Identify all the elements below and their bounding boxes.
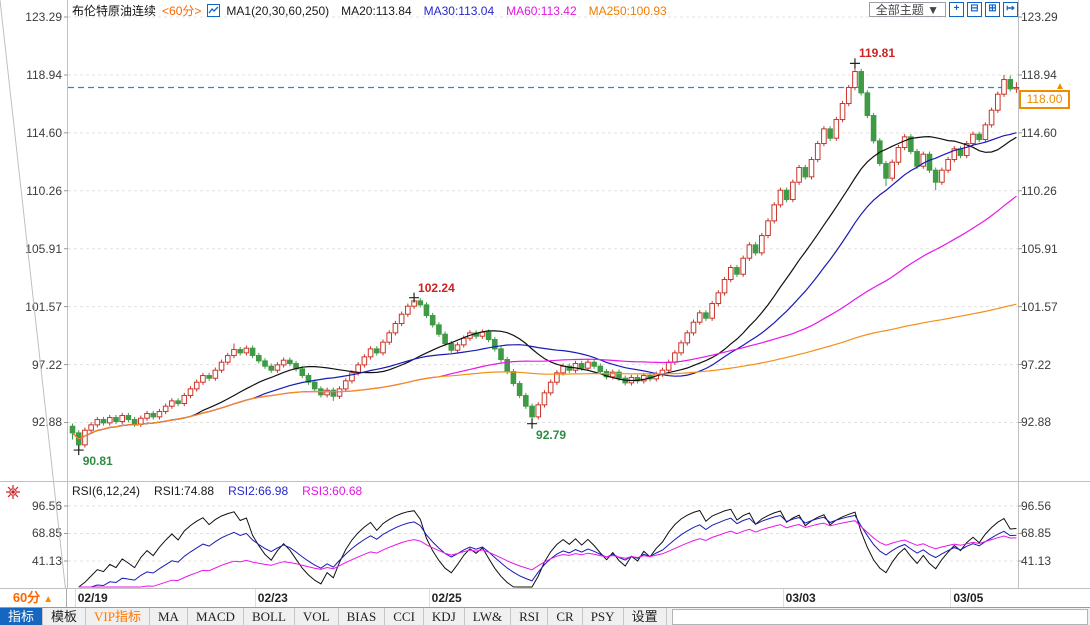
tab-templates[interactable]: 模板 — [43, 608, 87, 625]
period-selector-label: 60分 — [12, 590, 41, 605]
rsi1-value: RSI1:74.88 — [154, 484, 215, 498]
y-axis-label: 110.26 — [26, 183, 62, 198]
date-label: 02/25 — [431, 591, 462, 605]
y-axis-label: 97.22 — [31, 357, 62, 372]
ma-param-label: MA1(20,30,60,250) — [226, 3, 330, 18]
tab-cci[interactable]: CCI — [385, 608, 424, 625]
time-axis: 60分 ▲ 02/19 02/23 02/25 03/03 03/05 — [0, 589, 1090, 607]
date-tick — [782, 589, 784, 607]
y-axis-label: 92.88 — [31, 415, 62, 430]
y-axis-label: 118.94 — [26, 68, 62, 82]
y-axis-label: 41.13 — [31, 554, 62, 568]
date-tick — [428, 589, 430, 607]
chart-controls: 全部主题 ▼ + ⊟ ⊞ ↦ — [868, 2, 1018, 17]
tab-boll[interactable]: BOLL — [244, 608, 295, 625]
period-selector[interactable]: 60分 ▲ — [0, 589, 67, 607]
price-annotation: 102.24 — [418, 280, 455, 295]
chart-header: 布伦特原油连续 <60分> MA1(20,30,60,250) MA20:113.… — [72, 2, 667, 19]
y-axis-label: 114.60 — [1021, 125, 1057, 140]
rsi3-value: RSI3:60.68 — [302, 484, 363, 498]
tab-bias[interactable]: BIAS — [339, 608, 386, 625]
period-selector-arrow-icon: ▲ — [43, 594, 54, 605]
y-axis-label: 114.60 — [26, 125, 62, 140]
y-axis-label: 110.26 — [1021, 183, 1057, 198]
rsi-header: RSI(6,12,24) RSI1:74.88 RSI2:66.98 RSI3:… — [72, 484, 362, 498]
y-axis-label: 41.13 — [1021, 554, 1052, 568]
instrument-title: 布伦特原油连续 — [72, 4, 157, 18]
y-axis-label: 96.56 — [1021, 499, 1052, 513]
indicator-settings-icon[interactable] — [4, 484, 22, 500]
y-axis-label: 118.94 — [1021, 68, 1057, 82]
rsi-param-label: RSI(6,12,24) — [72, 484, 141, 498]
tab-macd[interactable]: MACD — [188, 608, 244, 625]
tab-lwr[interactable]: LW& — [465, 608, 512, 625]
price-annotation: 92.79 — [536, 427, 567, 442]
crosshair-icon[interactable]: + — [949, 2, 964, 17]
y-axis-label: 68.85 — [1021, 526, 1052, 541]
y-axis-label: 97.22 — [1021, 357, 1052, 372]
price-annotation: 119.81 — [858, 46, 895, 61]
price-annotation: 90.81 — [82, 454, 113, 469]
date-tick — [254, 589, 256, 607]
date-tick — [74, 589, 76, 607]
zoom-in-icon[interactable]: ⊞ — [985, 2, 1000, 17]
ma60-value: MA60:113.42 — [506, 3, 577, 18]
indicator-toolbar: 指标 模板 VIP指标 MA MACD BOLL VOL BIAS CCI KDJ LW& RSI CR… — [0, 607, 1090, 625]
date-label: 02/19 — [77, 591, 108, 605]
tab-indicators[interactable]: 指标 — [0, 608, 44, 625]
y-axis-label: 68.85 — [31, 526, 62, 541]
date-label: 03/03 — [785, 591, 816, 605]
y-axis-label: 123.29 — [1021, 10, 1058, 24]
rsi2-value: RSI2:66.98 — [228, 484, 289, 498]
current-price-tag: 118.00 — [1019, 89, 1070, 109]
theme-dropdown-button[interactable]: 全部主题 ▼ — [868, 2, 946, 17]
y-axis-label: 96.56 — [31, 499, 62, 513]
tab-vol[interactable]: VOL — [295, 608, 339, 625]
tab-vip-indicators[interactable]: VIP指标 — [86, 608, 150, 625]
y-axis-label: 101.57 — [25, 299, 62, 314]
ma250-value: MA250:100.93 — [588, 3, 667, 18]
tab-settings[interactable]: 设置 — [624, 608, 667, 625]
tab-ma[interactable]: MA — [150, 608, 188, 625]
y-axis-label: 105.91 — [25, 241, 62, 256]
y-axis-label: 92.88 — [1021, 415, 1052, 430]
toolbar-filler — [671, 609, 1088, 625]
tab-cr[interactable]: CR — [548, 608, 583, 625]
zoom-out-icon[interactable]: ⊟ — [967, 2, 982, 17]
date-tick — [950, 589, 952, 607]
y-axis-label: 101.57 — [1021, 299, 1058, 314]
chart-type-icon[interactable] — [207, 4, 221, 17]
date-label: 03/05 — [953, 591, 984, 605]
date-label: 02/23 — [257, 591, 288, 605]
exit-icon[interactable]: ↦ — [1003, 2, 1018, 17]
ma30-value: MA30:113.04 — [423, 3, 495, 18]
tab-kdj[interactable]: KDJ — [424, 608, 465, 625]
period-tag: <60分> — [162, 4, 202, 18]
price-up-arrow-icon: ▲ — [1055, 80, 1065, 92]
tab-psy[interactable]: PSY — [583, 608, 624, 625]
ma20-value: MA20:113.84 — [341, 3, 412, 18]
y-axis-label: 105.91 — [1021, 241, 1058, 256]
y-axis-label: 123.29 — [25, 10, 62, 24]
tab-rsi[interactable]: RSI — [511, 608, 549, 625]
